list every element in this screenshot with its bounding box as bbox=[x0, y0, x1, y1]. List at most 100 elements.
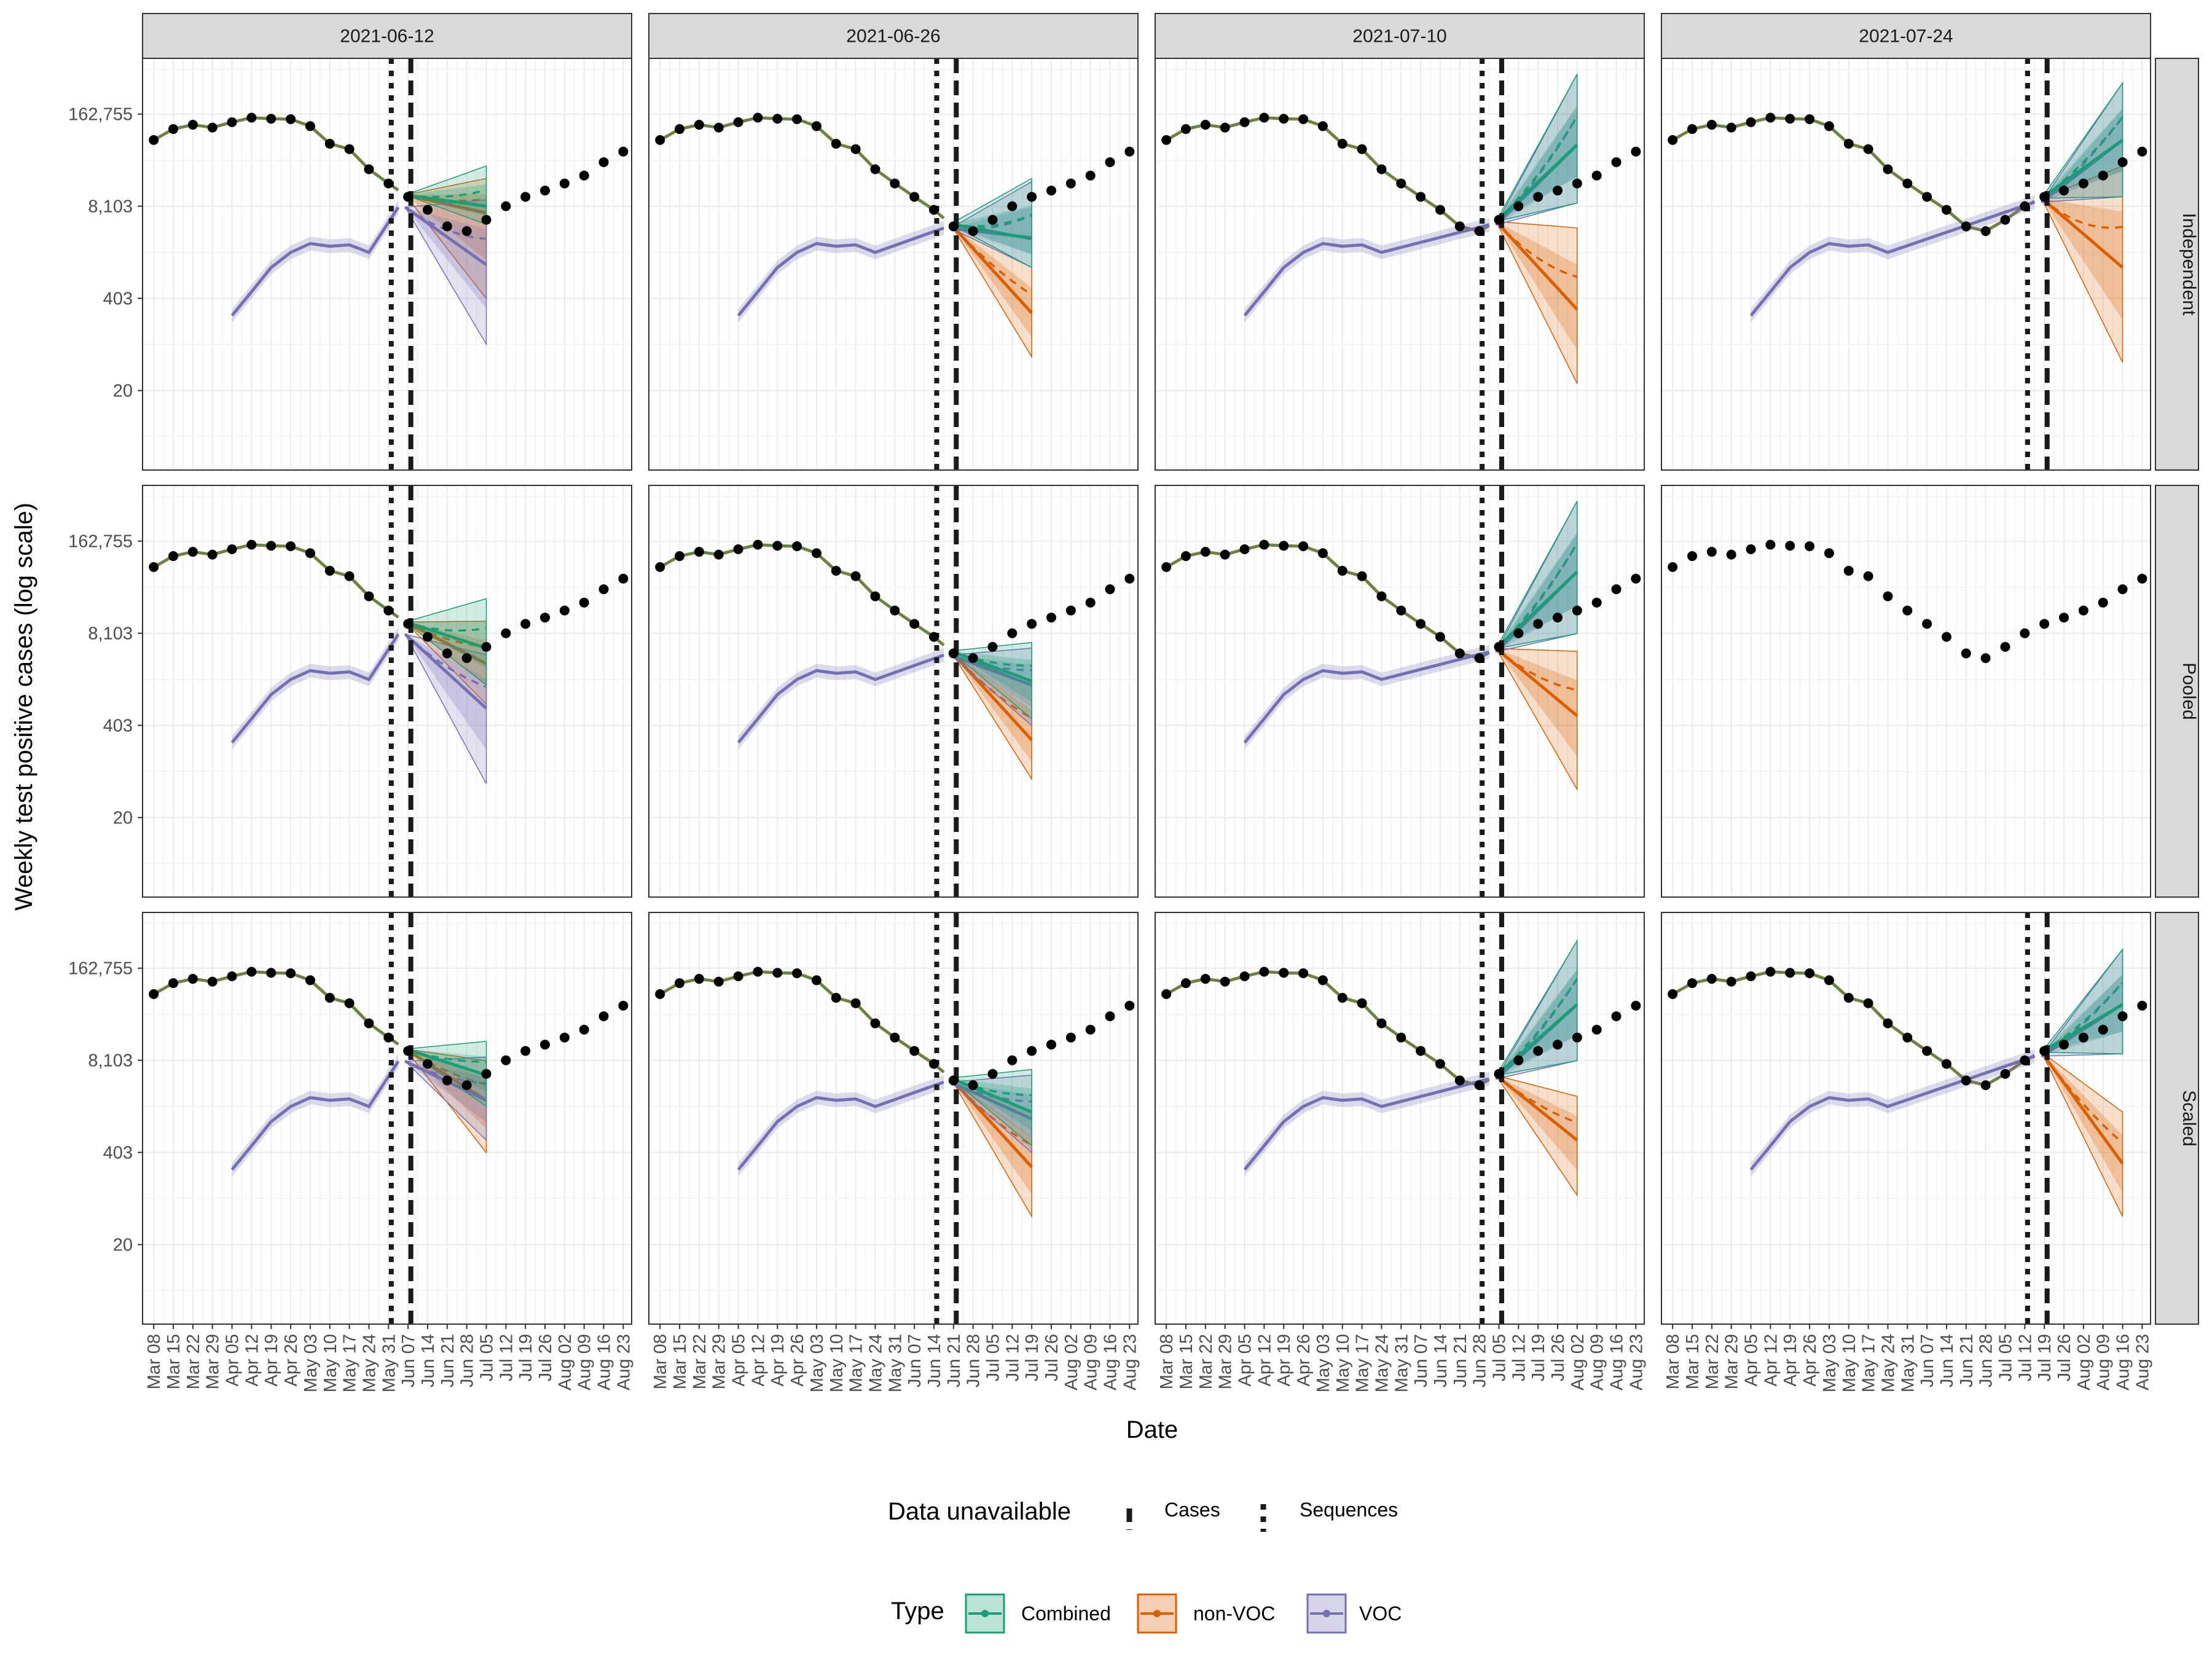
x-tick-label: Jun 14 bbox=[1431, 1334, 1451, 1387]
voc-forecast-band-inner bbox=[405, 634, 487, 750]
observed-point bbox=[1941, 205, 1951, 215]
combined-forecast-band-outer bbox=[404, 165, 487, 226]
panel-border bbox=[648, 58, 1139, 471]
x-tick-label: May 10 bbox=[321, 1334, 340, 1392]
observed-point bbox=[1552, 613, 1563, 623]
observed-point bbox=[1941, 632, 1951, 642]
x-tick-label: Aug 16 bbox=[1607, 1334, 1627, 1390]
observed-point bbox=[1494, 1069, 1504, 1079]
observed-point bbox=[1726, 549, 1736, 560]
x-tick-label: Mar 22 bbox=[1196, 1334, 1216, 1389]
observed-point bbox=[305, 975, 315, 986]
x-tick-label: Aug 02 bbox=[1062, 1334, 1081, 1390]
panel-border bbox=[1155, 485, 1645, 898]
observed-point bbox=[1416, 192, 1426, 202]
x-tick-label: Aug 02 bbox=[2074, 1334, 2094, 1390]
observed-point bbox=[2098, 1024, 2108, 1035]
voc-fit-line bbox=[1243, 650, 1490, 744]
observed-point bbox=[1572, 178, 1582, 189]
x-tick-label: Jun 14 bbox=[418, 1334, 438, 1387]
observed-point bbox=[792, 114, 802, 124]
voc-forecast-band-inner bbox=[405, 1061, 487, 1123]
combined-forecast-band-inner bbox=[951, 651, 1032, 702]
panel-background bbox=[649, 485, 1138, 897]
observed-point bbox=[2020, 628, 2030, 638]
panel-background bbox=[649, 912, 1138, 1324]
x-tick-label: May 10 bbox=[1333, 1334, 1353, 1392]
x-tick-label: May 31 bbox=[379, 1334, 399, 1392]
observed-point bbox=[2117, 157, 2128, 167]
observed-point bbox=[850, 571, 861, 581]
observed-point bbox=[286, 114, 296, 124]
observed-point bbox=[2000, 214, 2010, 225]
combined-forecast-mean bbox=[2041, 116, 2124, 199]
observed-point bbox=[207, 976, 218, 987]
observed-point bbox=[1726, 976, 1736, 987]
voc-forecast-mean bbox=[2041, 981, 2124, 1057]
legend-cases-label: Cases bbox=[1164, 1499, 1220, 1521]
combined-forecast-mean bbox=[405, 621, 487, 632]
observed-point bbox=[1785, 114, 1795, 124]
x-tick-label: Jul 05 bbox=[477, 1334, 496, 1381]
observed-point bbox=[2137, 573, 2147, 584]
observed-point bbox=[713, 549, 724, 560]
legend-voc-label: VOC bbox=[1359, 1602, 1402, 1625]
observed-point bbox=[1706, 974, 1717, 984]
observed-point bbox=[539, 1040, 550, 1050]
observed-point bbox=[1220, 122, 1230, 133]
observed-point bbox=[344, 998, 355, 1008]
observed-point bbox=[364, 591, 374, 602]
observed-point bbox=[305, 121, 315, 131]
observed-point bbox=[1317, 121, 1328, 131]
observed-point bbox=[168, 124, 179, 135]
observed-point bbox=[422, 632, 433, 642]
observed-point bbox=[246, 967, 257, 977]
column-strip-label-2021-06-12: 2021-06-12 bbox=[340, 26, 434, 47]
x-tick-label: Mar 29 bbox=[1722, 1334, 1742, 1389]
observed-point bbox=[694, 547, 704, 557]
y-tick-label: 20 bbox=[113, 382, 133, 401]
observed-point bbox=[266, 541, 276, 551]
legend-nonvoc-label: non-VOC bbox=[1193, 1602, 1275, 1625]
observed-point bbox=[1027, 619, 1037, 629]
observed-point bbox=[1085, 1024, 1096, 1035]
observed-point bbox=[1611, 1011, 1622, 1021]
observed-point bbox=[1065, 1032, 1076, 1043]
observed-point bbox=[1668, 989, 1678, 999]
observed-point bbox=[324, 565, 335, 576]
observed-point bbox=[1824, 975, 1834, 986]
observed-point bbox=[1317, 548, 1328, 559]
observed-point bbox=[1533, 1046, 1543, 1056]
observed-point bbox=[1007, 1055, 1018, 1065]
observed-point bbox=[2058, 1040, 2069, 1050]
observed-point bbox=[520, 192, 531, 202]
observed-point bbox=[1805, 968, 1815, 978]
observed-point bbox=[1611, 157, 1622, 167]
non-voc-forecast-band-outer bbox=[2041, 1051, 2124, 1217]
observed-point bbox=[403, 619, 414, 629]
observed-point bbox=[1746, 544, 1756, 554]
observed-point bbox=[1843, 138, 1854, 149]
x-tick-label: Aug 23 bbox=[1120, 1334, 1140, 1390]
x-tick-label: Jul 12 bbox=[1509, 1334, 1529, 1381]
observed-point bbox=[442, 648, 452, 659]
voc-forecast-band-inner bbox=[951, 1082, 1032, 1138]
observed-point bbox=[1454, 221, 1465, 232]
x-tick-label: Jul 26 bbox=[2055, 1334, 2074, 1381]
non-voc-forecast-band-inner bbox=[951, 224, 1032, 337]
x-tick-label: Apr 12 bbox=[748, 1334, 768, 1386]
observed-point bbox=[618, 146, 629, 157]
x-tick-label: Apr 05 bbox=[1742, 1334, 1762, 1386]
observed-point bbox=[1474, 653, 1484, 664]
observed-point bbox=[1337, 138, 1347, 149]
legend-nonvoc-key-dot bbox=[1153, 1610, 1161, 1617]
voc-forecast-mean bbox=[2041, 116, 2124, 203]
observed-point bbox=[1124, 146, 1135, 157]
voc-fit-line bbox=[230, 633, 400, 744]
legend-sequences-label: Sequences bbox=[1300, 1499, 1398, 1521]
observed-point bbox=[1279, 541, 1289, 551]
observed-point bbox=[1765, 539, 1776, 550]
observed-point bbox=[1785, 541, 1795, 551]
x-tick-label: Mar 08 bbox=[1157, 1334, 1177, 1389]
observed-point bbox=[364, 1018, 374, 1029]
